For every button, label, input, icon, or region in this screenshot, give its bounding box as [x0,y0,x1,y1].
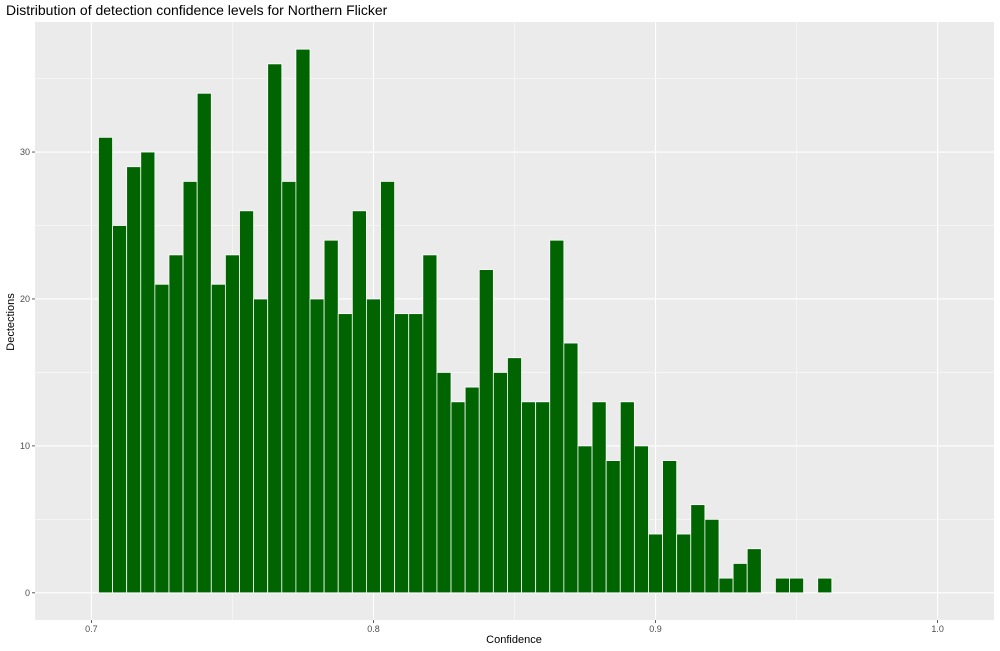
histogram-bar [380,181,396,594]
histogram-bar [563,342,579,594]
x-tick-label: 0.9 [649,624,662,634]
histogram-bar [789,577,805,594]
histogram-bar [450,401,466,594]
x-tick-label: 1.0 [931,624,944,634]
x-tick-label: 0.8 [367,624,380,634]
histogram-bar [408,313,424,594]
y-axis-title: Dectections [5,293,17,351]
histogram-bar [323,239,339,594]
histogram-bar [633,445,649,594]
histogram-bar [690,504,706,594]
y-tick-label: 20 [20,294,30,304]
histogram-bar [464,386,480,594]
histogram-bar [337,313,353,594]
histogram-bar [112,225,128,594]
histogram-bar [126,166,142,594]
histogram-bar [140,151,156,594]
histogram-bar [676,533,692,594]
histogram-bar [182,181,198,594]
histogram-bar [281,181,297,594]
x-axis-ticks: 0.7 0.8 0.9 1.0 [85,620,944,634]
y-tick-label: 0 [25,588,30,598]
histogram-bar [648,533,663,594]
histogram-bar [619,401,635,594]
histogram-bar [591,401,607,594]
y-tick-label: 30 [20,147,30,157]
histogram-bar [817,577,833,594]
x-tick-label: 0.7 [85,624,98,634]
histogram-bar [196,92,212,594]
histogram-bar [351,210,367,594]
histogram-bar [253,298,269,594]
x-axis-title: Confidence [486,634,542,646]
histogram-bar [775,577,790,594]
histogram-bar [718,577,734,594]
histogram-bar [267,63,283,594]
histogram-bar [577,445,593,594]
histogram-bar [154,283,170,594]
histogram-bar [662,460,678,594]
chart-title: Distribution of detection confidence lev… [6,2,388,18]
y-axis-ticks: 0 10 20 30 [20,147,35,598]
y-tick-label: 10 [20,441,30,451]
histogram-bar [507,357,522,594]
histogram-bar [521,401,537,594]
histogram-bar [704,518,720,594]
histogram-bar [309,298,325,594]
histogram-bar [535,401,551,594]
histogram-bar [295,48,311,594]
histogram-bar [436,372,452,594]
histogram-bar [478,269,494,594]
histogram-bar [605,460,621,594]
histogram-bar [239,210,254,594]
histogram-bar [224,254,240,594]
histogram-bar [98,136,113,594]
histogram-bar [394,313,410,594]
histogram-bars [98,48,833,594]
histogram-bar [168,254,184,594]
histogram-bar [366,298,381,594]
histogram-bar [422,254,438,594]
histogram-bar [492,372,508,594]
histogram-bar [732,563,748,594]
histogram-bar [210,283,226,594]
histogram-bar [549,239,565,594]
histogram-bar [746,548,762,594]
